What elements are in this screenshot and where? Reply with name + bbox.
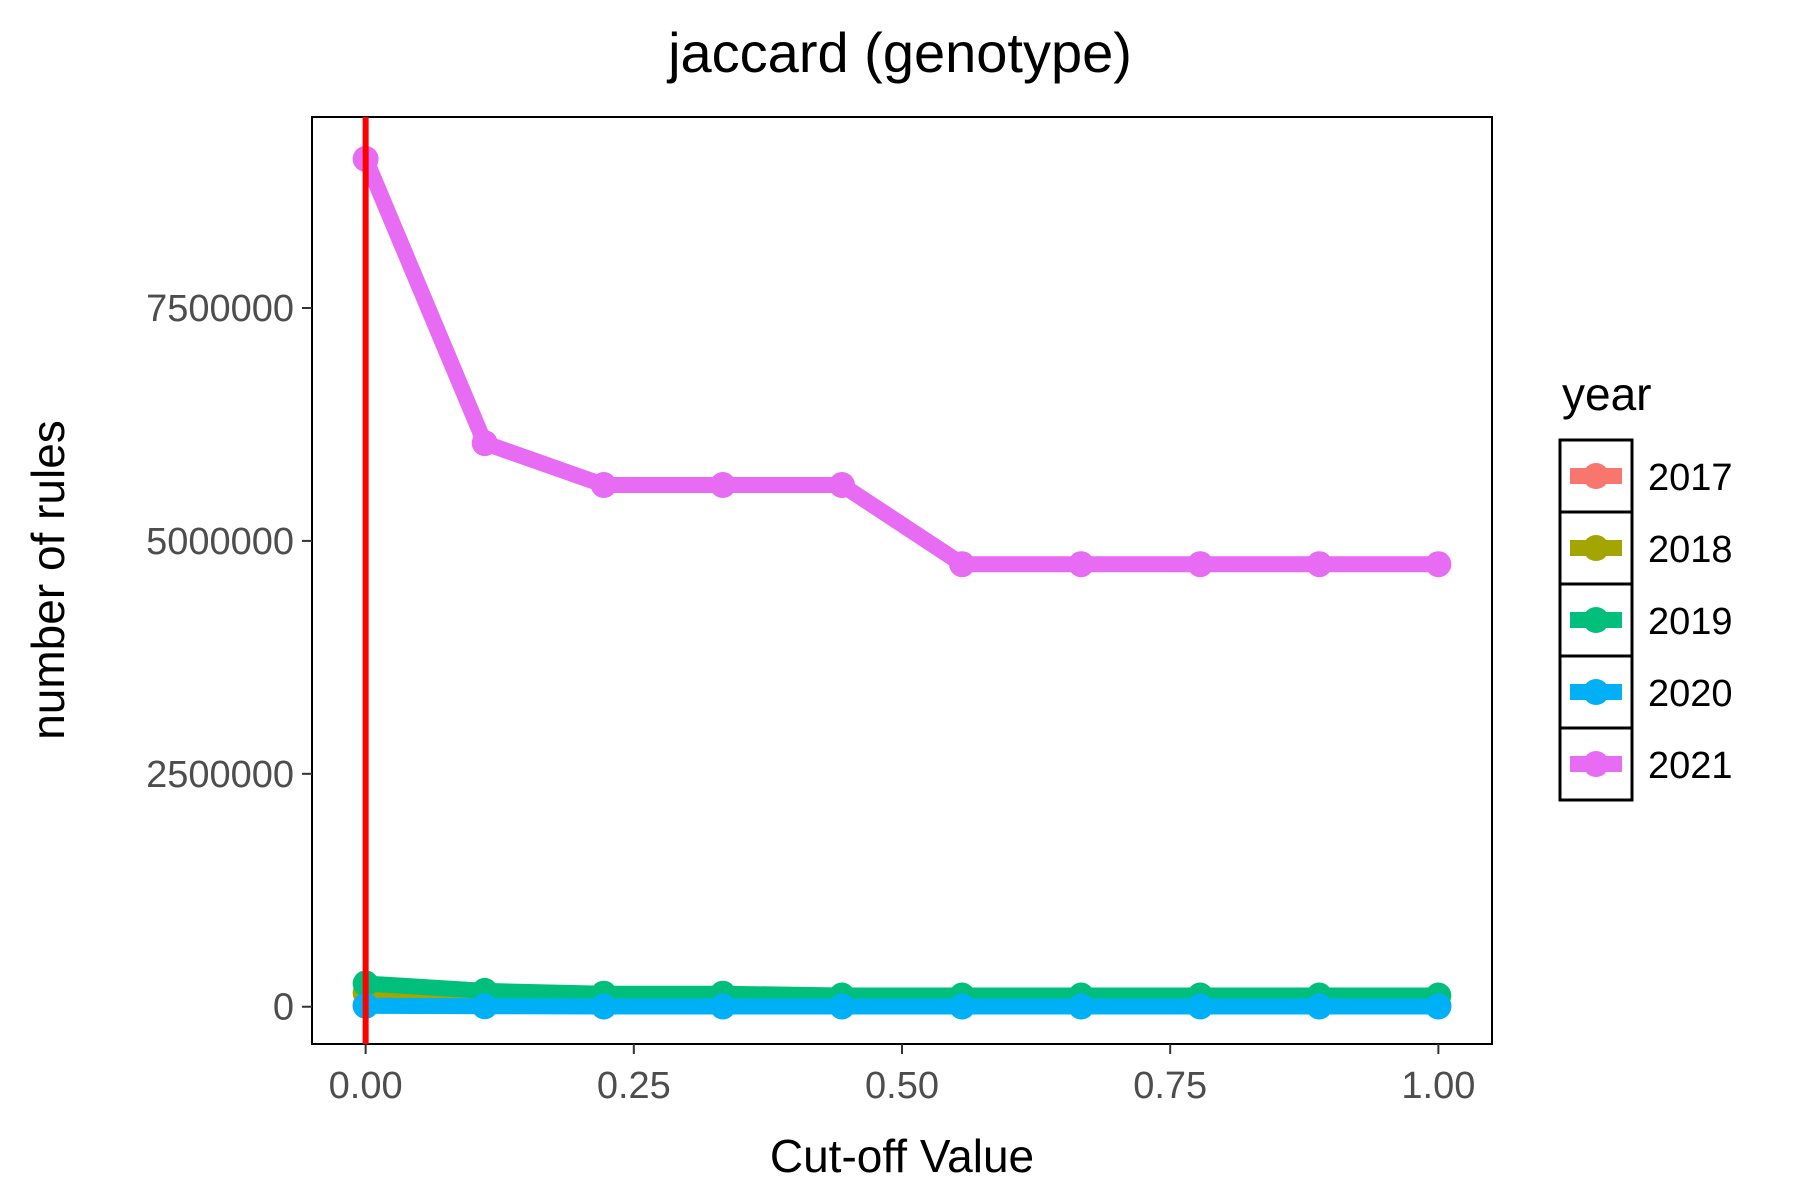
data-point bbox=[828, 472, 855, 499]
y-tick-label: 5000000 bbox=[146, 521, 294, 563]
legend-key-point bbox=[1583, 535, 1609, 561]
legend-key-point bbox=[1583, 607, 1609, 633]
legend-label: 2020 bbox=[1648, 673, 1733, 715]
series-layer bbox=[352, 145, 1452, 1020]
x-tick-label: 0.00 bbox=[329, 1065, 403, 1107]
series-line bbox=[357, 975, 1447, 1004]
y-axis-title: number of rules bbox=[22, 420, 74, 740]
y-tick-label: 0 bbox=[273, 987, 294, 1029]
legend-label: 2017 bbox=[1648, 457, 1733, 499]
data-point bbox=[1306, 551, 1333, 578]
data-point bbox=[1306, 993, 1333, 1020]
legend-label: 2021 bbox=[1648, 745, 1733, 787]
x-tick-label: 1.00 bbox=[1401, 1065, 1475, 1107]
series-2020 bbox=[352, 992, 1452, 1020]
x-axis-title: Cut-off Value bbox=[770, 1130, 1034, 1182]
data-point bbox=[1068, 551, 1095, 578]
data-point bbox=[828, 993, 855, 1020]
legend-key-point bbox=[1583, 463, 1609, 489]
y-tick-label: 2500000 bbox=[146, 754, 294, 796]
legend-item: 2019 bbox=[1558, 582, 1733, 658]
series-line bbox=[357, 997, 1447, 1015]
data-point bbox=[1425, 993, 1452, 1020]
legend-key-point bbox=[1583, 679, 1609, 705]
data-point bbox=[949, 993, 976, 1020]
data-point bbox=[1187, 551, 1214, 578]
x-axis: 0.00 0.25 0.50 0.75 1.00 bbox=[329, 1044, 1475, 1107]
legend-item: 2017 bbox=[1558, 438, 1733, 514]
legend-label: 2019 bbox=[1648, 601, 1733, 643]
y-tick-label: 7500000 bbox=[146, 288, 294, 330]
x-tick-label: 0.25 bbox=[597, 1065, 671, 1107]
data-point bbox=[949, 551, 976, 578]
legend: 2017 2018 2019 2020 2021 bbox=[1558, 438, 1733, 802]
legend-label: 2018 bbox=[1648, 529, 1733, 571]
data-point bbox=[709, 993, 736, 1020]
chart-title: jaccard (genotype) bbox=[666, 21, 1132, 84]
y-axis: 0 2500000 5000000 7500000 bbox=[146, 288, 312, 1029]
data-point bbox=[590, 472, 617, 499]
data-point bbox=[590, 993, 617, 1020]
data-point bbox=[1068, 993, 1095, 1020]
series-2021 bbox=[352, 145, 1452, 578]
plot-panel bbox=[311, 116, 1493, 1045]
legend-item: 2018 bbox=[1558, 510, 1733, 586]
x-tick-label: 0.50 bbox=[865, 1065, 939, 1107]
legend-item: 2021 bbox=[1558, 726, 1733, 802]
data-point bbox=[1425, 551, 1452, 578]
legend-item: 2020 bbox=[1558, 654, 1733, 730]
data-point bbox=[1187, 993, 1214, 1020]
series-line bbox=[357, 150, 1447, 573]
x-tick-label: 0.75 bbox=[1133, 1065, 1207, 1107]
data-point bbox=[471, 430, 498, 457]
data-point bbox=[471, 993, 498, 1020]
legend-key-point bbox=[1583, 751, 1609, 777]
data-point bbox=[709, 472, 736, 499]
legend-title: year bbox=[1562, 368, 1651, 420]
